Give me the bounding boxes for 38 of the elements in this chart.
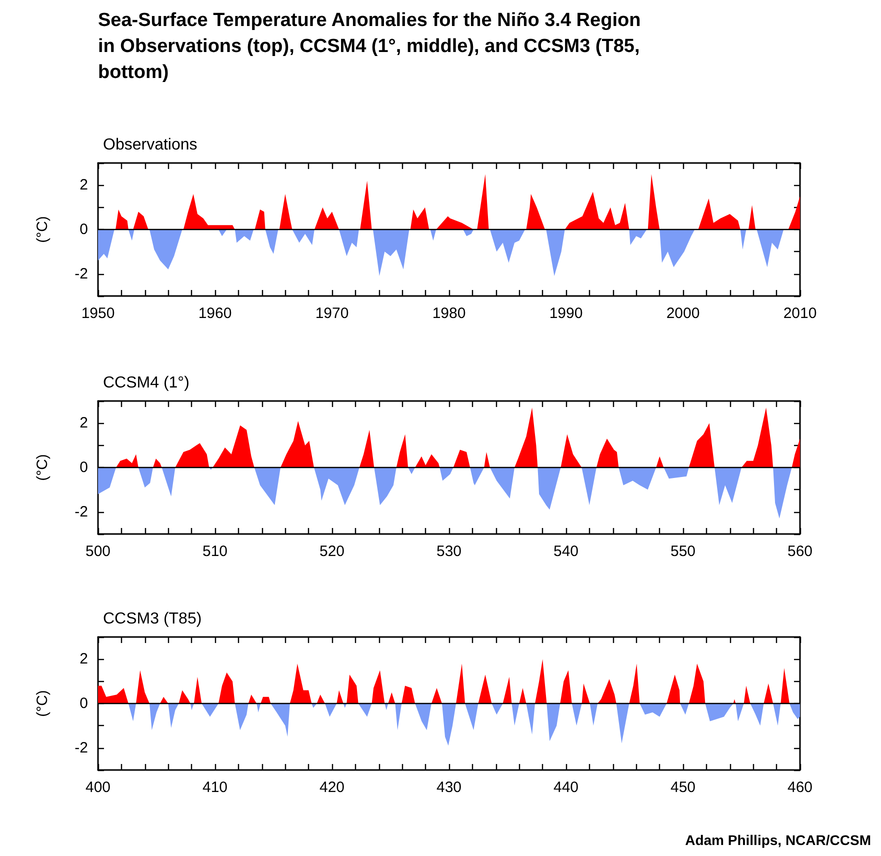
y-tick-label: -2 <box>74 739 88 756</box>
x-tick-label: 1970 <box>315 305 349 322</box>
x-tick-label: 510 <box>202 543 228 560</box>
y-tick-label: 2 <box>80 176 88 194</box>
x-tick-label: 560 <box>787 543 813 560</box>
y-axis-title: (°C) <box>34 216 51 243</box>
y-tick-label: 0 <box>80 695 88 712</box>
x-tick-label: 440 <box>553 779 579 796</box>
chart-subtitle: CCSM3 (T85) <box>103 610 202 628</box>
y-axis-title: (°C) <box>34 690 51 717</box>
x-tick-label: 450 <box>670 779 696 796</box>
y-tick-label: 0 <box>80 459 88 476</box>
y-tick-label: 2 <box>80 414 88 432</box>
x-tick-label: 2000 <box>666 305 700 322</box>
x-tick-label: 460 <box>787 779 813 796</box>
x-tick-label: 1960 <box>198 305 232 322</box>
y-axis-title: (°C) <box>34 454 51 481</box>
chart-subtitle: Observations <box>103 136 198 154</box>
x-tick-label: 1950 <box>81 305 115 322</box>
x-tick-label: 540 <box>553 543 579 560</box>
y-tick-label: -2 <box>74 503 88 520</box>
text: Adam Phillips, NCAR/CCSM <box>685 832 871 848</box>
x-tick-label: 430 <box>436 779 462 796</box>
y-tick-label: 2 <box>80 650 88 668</box>
x-tick-label: 550 <box>670 543 696 560</box>
x-tick-label: 500 <box>85 543 111 560</box>
x-tick-label: 1990 <box>549 305 583 322</box>
x-tick-label: 400 <box>85 779 111 796</box>
x-tick-label: 2010 <box>783 305 817 322</box>
x-tick-label: 520 <box>319 543 345 560</box>
y-tick-label: -2 <box>74 265 88 282</box>
x-tick-label: 420 <box>319 779 345 796</box>
x-tick-label: 410 <box>202 779 228 796</box>
chart-title: Sea-Surface Temperature Anomalies for the Niño 3.4 Region in Observations (top), CCSM4 (1°, middle), and CCSM3 (T85, bottom) <box>98 9 642 85</box>
y-tick-label: 0 <box>80 221 88 238</box>
x-tick-label: 1980 <box>432 305 466 322</box>
chart-subtitle: CCSM4 (1°) <box>103 374 190 392</box>
x-tick-label: 530 <box>436 543 462 560</box>
